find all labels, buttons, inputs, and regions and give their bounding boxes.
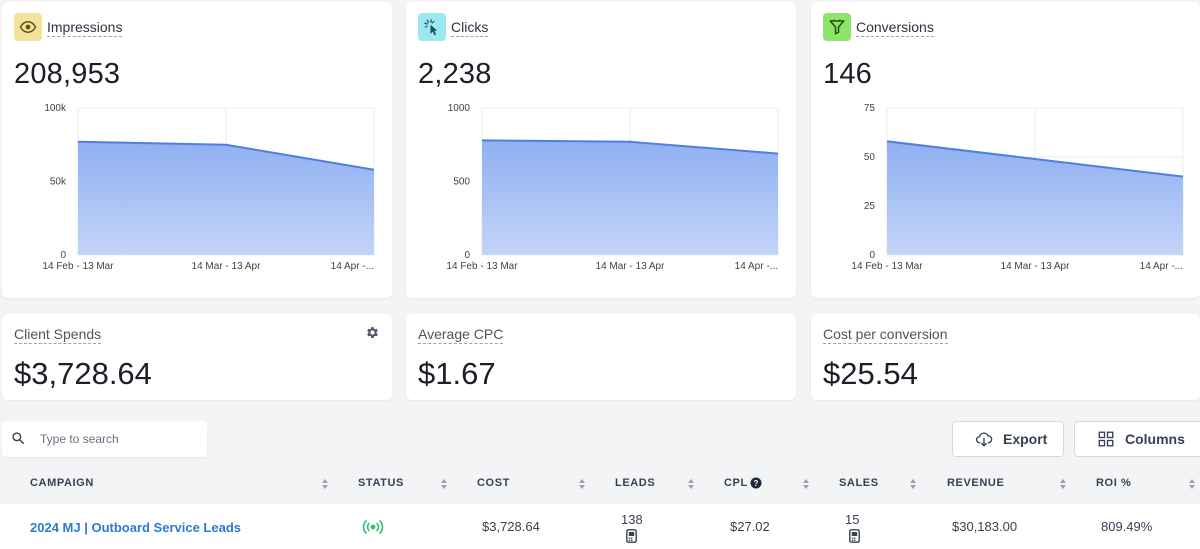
- x-tick-label: 14 Apr -...: [735, 261, 778, 272]
- impressions-card: Impressions 208,953 0 50k 100k 14 Feb - 13 …: [2, 2, 392, 298]
- client-spends-card: Client Spends $3,728.64: [2, 314, 392, 400]
- column-header-leads[interactable]: LEADS: [615, 477, 656, 489]
- average-cpc-title[interactable]: Average CPC: [418, 326, 504, 344]
- cloud-download-icon: [975, 430, 993, 448]
- conversions-chart: 0 25 50 75 14 Feb - 13 Mar 14 Mar - 13 Apr 14 …: [851, 103, 1184, 272]
- help-icon[interactable]: ?: [750, 476, 762, 494]
- impressions-title[interactable]: Impressions: [47, 19, 123, 37]
- column-header-campaign[interactable]: CAMPAIGN: [30, 477, 94, 489]
- impressions-value: 208,953: [14, 58, 121, 90]
- x-tick-label: 14 Mar - 13 Apr: [1001, 261, 1071, 272]
- impressions-chart: 0 50k 100k 14 Feb - 13 Mar 14 Mar - 13 Apr 14…: [42, 103, 375, 272]
- export-button[interactable]: Export: [952, 421, 1064, 457]
- y-tick-label: 500: [453, 177, 470, 188]
- cost-per-conversion-title[interactable]: Cost per conversion: [823, 326, 948, 344]
- columns-grid-icon: [1097, 430, 1115, 448]
- export-label: Export: [1003, 431, 1048, 447]
- sort-icon[interactable]: [1059, 477, 1067, 495]
- x-tick-label: 14 Mar - 13 Apr: [192, 261, 262, 272]
- x-tick-label: 14 Feb - 13 Mar: [851, 261, 923, 272]
- conversions-title[interactable]: Conversions: [856, 19, 934, 37]
- svg-text:?: ?: [754, 479, 759, 488]
- funnel-icon: [823, 13, 851, 41]
- series-area: [482, 140, 778, 255]
- y-tick-label: 25: [864, 201, 876, 212]
- campaign-link[interactable]: 2024 MJ | Outboard Service Leads: [30, 520, 242, 535]
- leads-cell: 138: [621, 512, 643, 527]
- x-tick-label: 14 Feb - 13 Mar: [42, 261, 114, 272]
- x-tick-label: 14 Mar - 13 Apr: [596, 261, 666, 272]
- search-icon: [11, 431, 25, 450]
- y-tick-label: 0: [464, 250, 470, 261]
- sort-icon[interactable]: [802, 477, 810, 495]
- sort-icon[interactable]: [909, 477, 917, 495]
- y-tick-label: 50k: [50, 177, 67, 188]
- column-header-cpl[interactable]: CPL: [724, 477, 748, 489]
- clicks-card: Clicks 2,238 0 500 1000 14 Feb - 13 Mar 14 M…: [406, 2, 796, 298]
- client-spends-value: $3,728.64: [14, 356, 152, 391]
- x-tick-label: 14 Apr -...: [331, 261, 374, 272]
- conversions-card: Conversions 146 0 25 50 75 14 Feb - 13 Mar 14…: [811, 2, 1200, 298]
- column-header-sales[interactable]: SALES: [839, 477, 879, 489]
- y-tick-label: 1000: [448, 103, 471, 114]
- sales-cell: 15: [845, 512, 860, 527]
- broadcast-active-icon: [362, 519, 384, 538]
- table-header: CAMPAIGN STATUS COST LEADS CPL ? SALES R…: [0, 468, 1200, 498]
- series-area: [887, 141, 1183, 255]
- gear-icon[interactable]: [365, 325, 380, 345]
- y-tick-label: 100k: [44, 103, 67, 114]
- columns-button[interactable]: Columns: [1074, 421, 1200, 457]
- sort-icon[interactable]: [440, 477, 448, 495]
- cost-cell: $3,728.64: [482, 519, 540, 534]
- clicks-chart: 0 500 1000 14 Feb - 13 Mar 14 Mar - 13 Apr 14…: [446, 103, 779, 272]
- cursor-click-icon: [418, 13, 446, 41]
- y-tick-label: 75: [864, 103, 876, 114]
- revenue-cell: $30,183.00: [952, 519, 1018, 534]
- sort-icon[interactable]: [321, 477, 329, 495]
- sort-icon[interactable]: [578, 477, 586, 495]
- y-tick-label: 0: [60, 250, 66, 261]
- sort-icon[interactable]: [687, 477, 695, 495]
- cpl-cell: $27.02: [730, 519, 770, 534]
- clicks-value: 2,238: [418, 58, 492, 90]
- column-header-roi[interactable]: ROI %: [1096, 477, 1132, 489]
- y-tick-label: 0: [869, 250, 875, 261]
- roi-cell: 809.49%: [1101, 519, 1153, 534]
- column-header-revenue[interactable]: REVENUE: [947, 477, 1005, 489]
- y-tick-label: 50: [864, 152, 876, 163]
- eye-icon: [14, 13, 42, 41]
- column-header-status[interactable]: STATUS: [358, 477, 404, 489]
- table-row[interactable]: 2024 MJ | Outboard Service Leads $3,728.…: [0, 504, 1200, 549]
- cost-per-conversion-value: $25.54: [823, 356, 918, 391]
- client-spends-title[interactable]: Client Spends: [14, 326, 102, 344]
- conversions-value: 146: [823, 58, 872, 90]
- series-area: [78, 141, 374, 255]
- average-cpc-value: $1.67: [418, 356, 496, 391]
- search-input[interactable]: [40, 429, 200, 449]
- clicks-title[interactable]: Clicks: [451, 19, 489, 37]
- phone-icon[interactable]: [626, 529, 637, 546]
- x-tick-label: 14 Apr -...: [1140, 261, 1183, 272]
- x-tick-label: 14 Feb - 13 Mar: [446, 261, 518, 272]
- columns-label: Columns: [1125, 431, 1185, 447]
- sort-icon[interactable]: [1188, 477, 1196, 495]
- column-header-cost[interactable]: COST: [477, 477, 510, 489]
- average-cpc-card: Average CPC $1.67: [406, 314, 796, 400]
- phone-icon[interactable]: [849, 529, 860, 546]
- cost-per-conversion-card: Cost per conversion $25.54: [811, 314, 1200, 400]
- search-box: [2, 421, 207, 457]
